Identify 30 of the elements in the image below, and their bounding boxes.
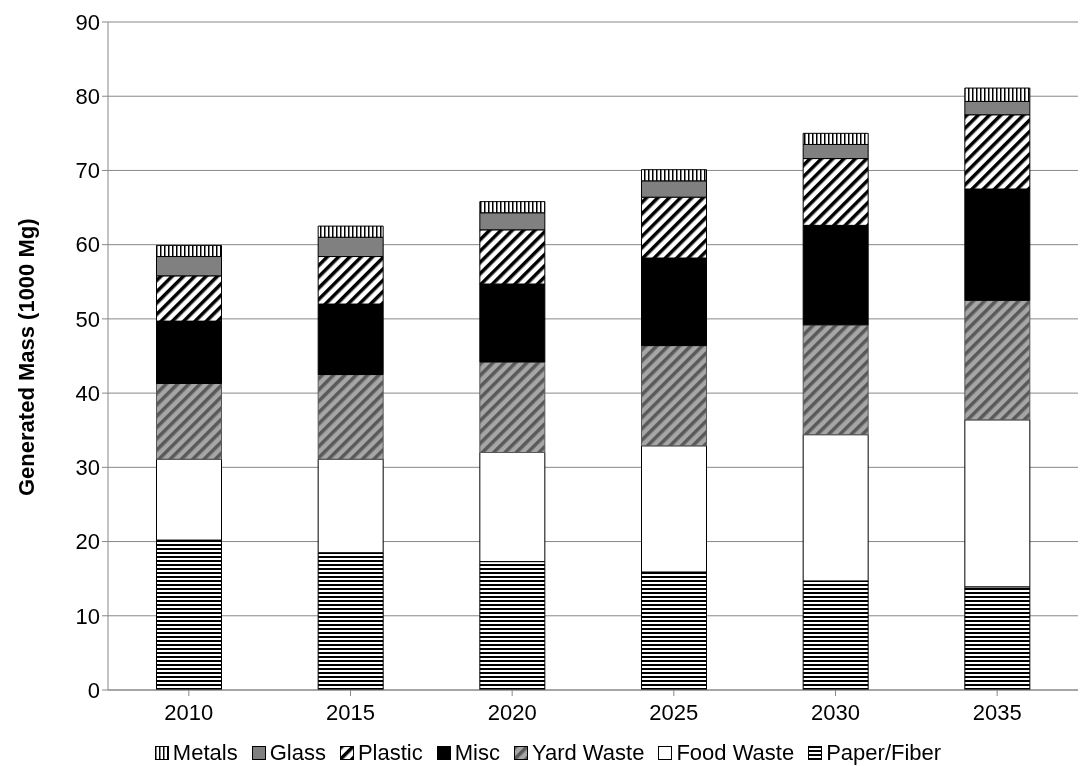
bar [479,361,546,453]
legend-label: Metals [172,740,238,766]
x-tick-label: 2010 [164,699,214,725]
y-tick-label: 80 [75,84,100,110]
y-tick-label: 50 [75,306,100,332]
bar [964,299,1031,421]
bar [317,374,384,460]
y-tick-label: 0 [87,677,100,703]
x-tick-label: 2025 [649,699,699,725]
y-tick-label: 70 [75,158,100,184]
bar [156,382,222,460]
legend-label: Plastic [357,740,423,766]
y-axis-title: Generated Mass (1000 Mg) [13,218,39,496]
y-tick-label: 10 [75,603,100,629]
x-tick-label: 2035 [972,699,1022,725]
y-tick-label: 40 [75,380,100,406]
legend-label: Misc [454,740,500,766]
legend-label: Glass [269,740,326,766]
y-tick-label: 90 [75,9,100,35]
legend-label: Food Waste [676,740,795,766]
legend-label: Yard Waste [531,740,645,766]
y-tick-label: 20 [75,529,100,555]
y-tick-label: 30 [75,455,100,481]
legend-label: Paper/Fiber [826,740,942,766]
x-tick-label: 2030 [811,699,860,725]
bar [641,345,707,447]
x-tick-label: 2020 [487,699,537,725]
y-tick-label: 60 [75,232,100,258]
x-tick-label: 2015 [326,699,375,725]
bar [802,324,869,436]
